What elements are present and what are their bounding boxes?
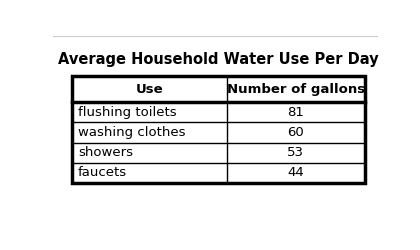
- Text: Use: Use: [136, 83, 163, 96]
- Text: 44: 44: [287, 166, 304, 179]
- Text: 53: 53: [287, 146, 304, 159]
- Text: showers: showers: [78, 146, 133, 159]
- Text: flushing toilets: flushing toilets: [78, 106, 176, 119]
- Text: Average Household Water Use Per Day: Average Household Water Use Per Day: [58, 52, 379, 67]
- Text: 60: 60: [287, 126, 304, 139]
- Text: faucets: faucets: [78, 166, 127, 179]
- Bar: [72, 76, 365, 183]
- Text: washing clothes: washing clothes: [78, 126, 185, 139]
- Text: 81: 81: [287, 106, 304, 119]
- Text: Number of gallons: Number of gallons: [227, 83, 365, 96]
